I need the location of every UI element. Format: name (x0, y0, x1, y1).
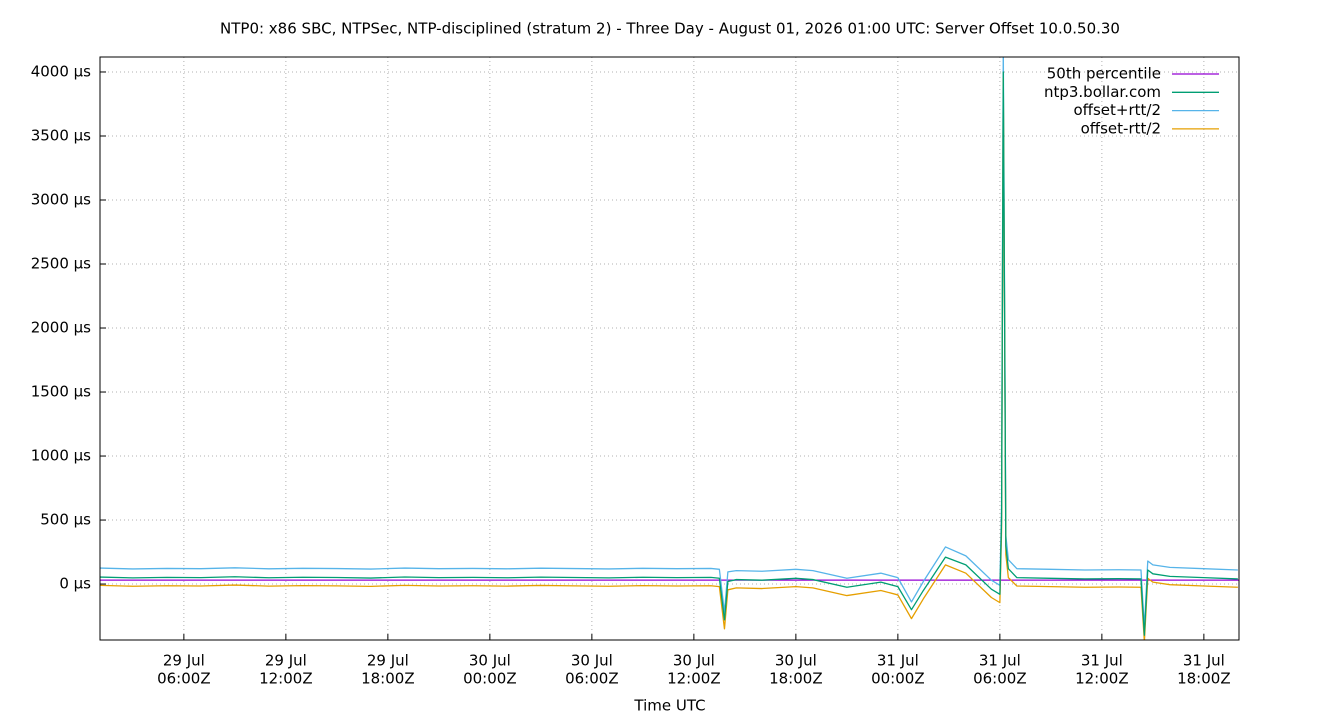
x-tick-label: 00:00Z (871, 670, 925, 688)
y-tick-label: 3000 µs (31, 190, 91, 208)
x-tick-label: 30 Jul (673, 652, 715, 670)
x-tick-label: 31 Jul (979, 652, 1021, 670)
legend-label: offset-rtt/2 (1081, 119, 1161, 137)
x-tick-label: 00:00Z (463, 670, 517, 688)
y-tick-label: 2500 µs (31, 255, 91, 273)
y-tick-label: 1000 µs (31, 447, 91, 465)
x-tick-label: 12:00Z (667, 670, 721, 688)
legend-label: ntp3.bollar.com (1044, 83, 1161, 101)
series-line (100, 57, 1238, 629)
legend-label: offset+rtt/2 (1073, 101, 1161, 119)
y-tick-label: 2000 µs (31, 319, 91, 337)
x-tick-label: 31 Jul (1081, 652, 1123, 670)
x-tick-label: 29 Jul (163, 652, 205, 670)
y-tick-label: 0 µs (59, 575, 91, 593)
x-tick-label: 06:00Z (565, 670, 619, 688)
x-tick-label: 12:00Z (259, 670, 313, 688)
x-tick-label: 06:00Z (157, 670, 211, 688)
x-tick-label: 29 Jul (367, 652, 409, 670)
x-tick-label: 31 Jul (877, 652, 919, 670)
x-tick-label: 30 Jul (775, 652, 817, 670)
y-tick-label: 4000 µs (31, 62, 91, 80)
x-tick-label: 30 Jul (571, 652, 613, 670)
legend-label: 50th percentile (1047, 65, 1161, 83)
y-tick-label: 500 µs (40, 511, 91, 529)
x-tick-label: 06:00Z (973, 670, 1027, 688)
x-tick-label: 29 Jul (265, 652, 307, 670)
series-line (100, 71, 1238, 636)
x-tick-label: 30 Jul (469, 652, 511, 670)
x-tick-label: 31 Jul (1183, 652, 1225, 670)
plot-border (99, 56, 1240, 641)
x-tick-label: 12:00Z (1075, 670, 1129, 688)
x-tick-label: 18:00Z (769, 670, 823, 688)
x-tick-label: 18:00Z (361, 670, 415, 688)
series-line (100, 77, 1238, 640)
y-tick-label: 1500 µs (31, 383, 91, 401)
x-tick-label: 18:00Z (1177, 670, 1231, 688)
y-tick-label: 3500 µs (31, 126, 91, 144)
x-axis-label: Time UTC (633, 697, 705, 715)
chart-title: NTP0: x86 SBC, NTPSec, NTP-disciplined (… (220, 20, 1120, 38)
